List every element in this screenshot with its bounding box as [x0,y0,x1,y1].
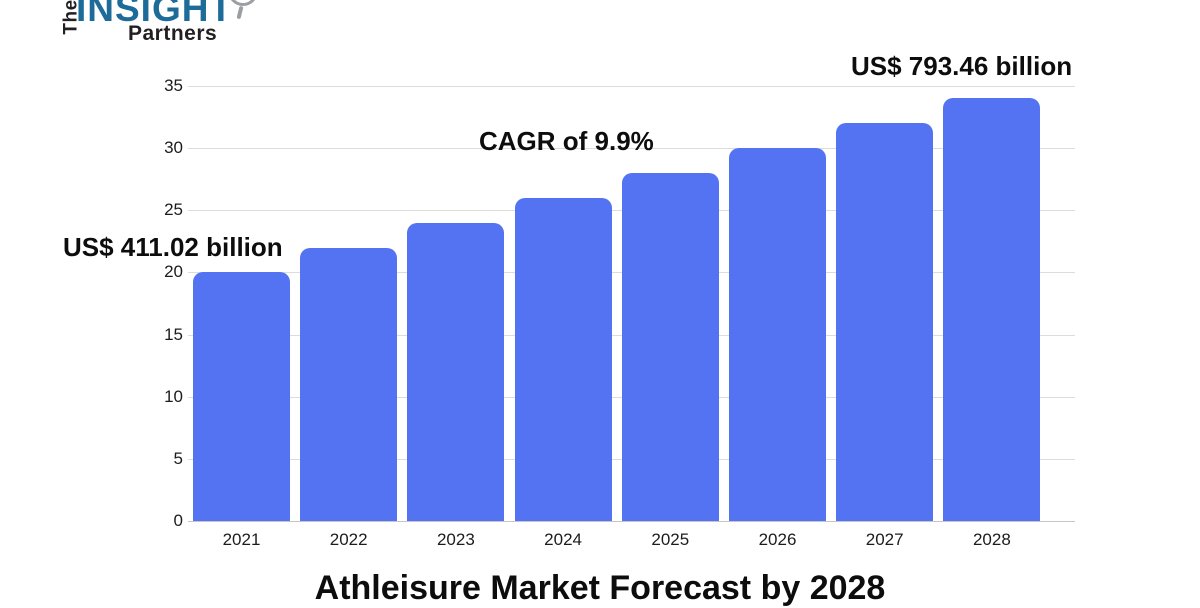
logo-insight-text: INSIGHT [76,0,234,29]
insight-partners-logo: The INSIGHT Partners [52,0,282,54]
bar-2025 [621,172,719,521]
x-tick-label-2027: 2027 [865,530,904,549]
x-tick-label-2026: 2026 [758,530,797,549]
annotation-2021-value: US$ 411.02 billion [63,232,283,262]
y-tick-label-25: 25 [164,200,183,220]
bar-2024 [514,197,612,521]
bar-2027 [836,123,934,521]
x-tick-label-2022: 2022 [329,530,368,549]
y-tick-label-35: 35 [164,75,183,95]
x-tick-label-2028: 2028 [972,530,1011,549]
x-tick-label-2025: 2025 [651,530,690,549]
gridline-35 [188,85,1075,87]
y-tick-label-30: 30 [164,138,183,158]
bar-2022 [300,247,398,521]
bar-2023 [407,222,505,521]
bar-2021 [193,272,290,521]
bar-2026 [729,148,826,521]
x-tick-label-2021: 2021 [222,530,261,549]
x-tick-label-2024: 2024 [544,530,582,549]
x-tick-label-2023: 2023 [436,530,475,549]
y-tick-label-20: 20 [164,262,183,282]
annotation-2028-value: US$ 793.46 billion [851,51,1073,81]
bar-2028 [943,98,1041,521]
x-axis-line [188,521,1075,522]
gridline-30 [188,148,1075,150]
y-tick-label-10: 10 [164,386,183,406]
chart-title: Athleisure Market Forecast by 2028 [314,569,886,607]
y-tick-label-5: 5 [173,448,183,468]
y-tick-label-0: 0 [173,511,183,530]
annotation-cagr: CAGR of 9.9% [479,126,654,156]
y-tick-label-15: 15 [164,324,183,344]
logo-partners-text: Partners [128,22,218,45]
